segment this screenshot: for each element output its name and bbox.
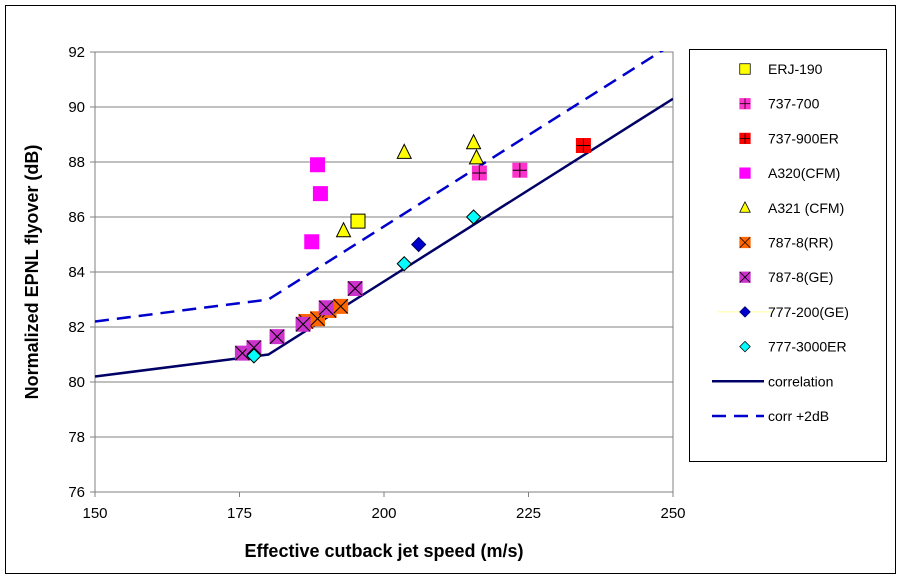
legend-label: correlation xyxy=(768,373,833,389)
line-corr-2db xyxy=(95,51,664,323)
y-tick-label: 84 xyxy=(68,264,85,281)
y-tick-label: 88 xyxy=(68,154,85,171)
legend-box xyxy=(689,49,887,462)
point-787-8-rr xyxy=(333,298,349,314)
point-777-3000er xyxy=(465,209,482,225)
legend-label: 777-200(GE) xyxy=(768,304,849,320)
x-tick-label: 225 xyxy=(516,505,541,522)
point-737-700 xyxy=(471,165,487,181)
y-tick-label: 78 xyxy=(68,429,85,446)
legend-marker-erj-190 xyxy=(739,63,751,75)
y-tick-label: 92 xyxy=(68,44,85,61)
point-a320-cfm xyxy=(312,186,328,202)
x-tick-label: 250 xyxy=(660,505,685,522)
point-a321-cfm xyxy=(468,148,485,165)
tick-layer: 76 78 80 82 84 86 88 90 92 150 175 200 225 250 xyxy=(68,44,685,522)
legend-item-777-3000er: 777-3000ER xyxy=(739,339,847,355)
point-787-8-ge xyxy=(269,329,285,345)
legend-marker-787-8-ge xyxy=(739,271,751,283)
point-erj-190 xyxy=(350,213,366,229)
legend-marker-777-200-ge xyxy=(739,306,751,318)
legend-item-corr-2db: corr +2dB xyxy=(712,408,829,424)
legend-label: corr +2dB xyxy=(768,408,829,424)
legend-item-787-8-rr: 787-8(RR) xyxy=(739,235,833,251)
point-a320-cfm xyxy=(304,234,320,250)
legend-label: ERJ-190 xyxy=(768,61,823,77)
legend-item-777-200-ge: 777-200(GE) xyxy=(718,304,849,320)
point-787-8-ge xyxy=(234,345,250,361)
point-777-3000er xyxy=(246,348,262,364)
x-axis-title: Effective cutback jet speed (m/s) xyxy=(244,541,523,561)
y-tick-label: 76 xyxy=(68,484,85,501)
y-tick-label: 82 xyxy=(68,319,85,336)
x-tick-label: 150 xyxy=(82,505,107,522)
y-tick-label: 86 xyxy=(68,209,85,226)
legend-item-a320-cfm: A320(CFM) xyxy=(739,165,840,181)
legend-item-737-900er: 737-900ER xyxy=(739,130,839,146)
legend-label: 737-700 xyxy=(768,96,820,112)
legend-item-correlation: correlation xyxy=(712,373,833,389)
y-tick-label: 80 xyxy=(68,374,85,391)
point-787-8-ge xyxy=(318,300,334,316)
line-correlation xyxy=(95,97,673,378)
x-tick-label: 200 xyxy=(371,505,396,522)
point-787-8-ge xyxy=(295,316,311,332)
point-777-3000er xyxy=(396,256,412,272)
legend-marker-a320-cfm xyxy=(739,167,751,179)
point-a321-cfm xyxy=(396,143,413,159)
legend-marker-737-900er xyxy=(739,132,751,145)
legend-label: 787-8(RR) xyxy=(768,235,833,251)
point-787-8-ge xyxy=(347,281,363,296)
point-a321-cfm xyxy=(335,221,352,238)
legend-marker-737-700 xyxy=(739,98,751,110)
legend-marker-a321-cfm xyxy=(739,200,751,213)
legend: ERJ-190 737-700 737-900ER A320(CFM) A321 (CF… xyxy=(712,61,849,424)
y-tick-label: 90 xyxy=(68,99,85,116)
point-a320-cfm xyxy=(310,157,326,173)
legend-item-erj-190: ERJ-190 xyxy=(739,61,823,77)
legend-label: 737-900ER xyxy=(768,130,839,146)
legend-marker-787-8-rr xyxy=(739,236,751,249)
y-axis-title: Normalized EPNL flyover (dB) xyxy=(22,145,42,400)
point-737-900er xyxy=(575,138,591,153)
legend-item-a321-cfm: A321 (CFM) xyxy=(739,200,844,216)
legend-label: A320(CFM) xyxy=(768,165,840,181)
x-tick-label: 175 xyxy=(227,505,252,522)
legend-item-737-700: 737-700 xyxy=(739,96,820,112)
legend-marker-777-3000er xyxy=(739,340,751,353)
marker-layer xyxy=(234,133,591,364)
legend-label: 787-8(GE) xyxy=(768,269,833,285)
legend-label: A321 (CFM) xyxy=(768,200,844,216)
point-787-8-ge xyxy=(246,340,262,356)
legend-item-787-8-ge: 787-8(GE) xyxy=(739,269,833,285)
point-777-200-ge xyxy=(410,236,427,253)
line-layer xyxy=(95,51,673,378)
point-a321-cfm xyxy=(465,133,482,150)
point-737-700 xyxy=(512,162,528,178)
legend-label: 777-3000ER xyxy=(768,339,847,355)
